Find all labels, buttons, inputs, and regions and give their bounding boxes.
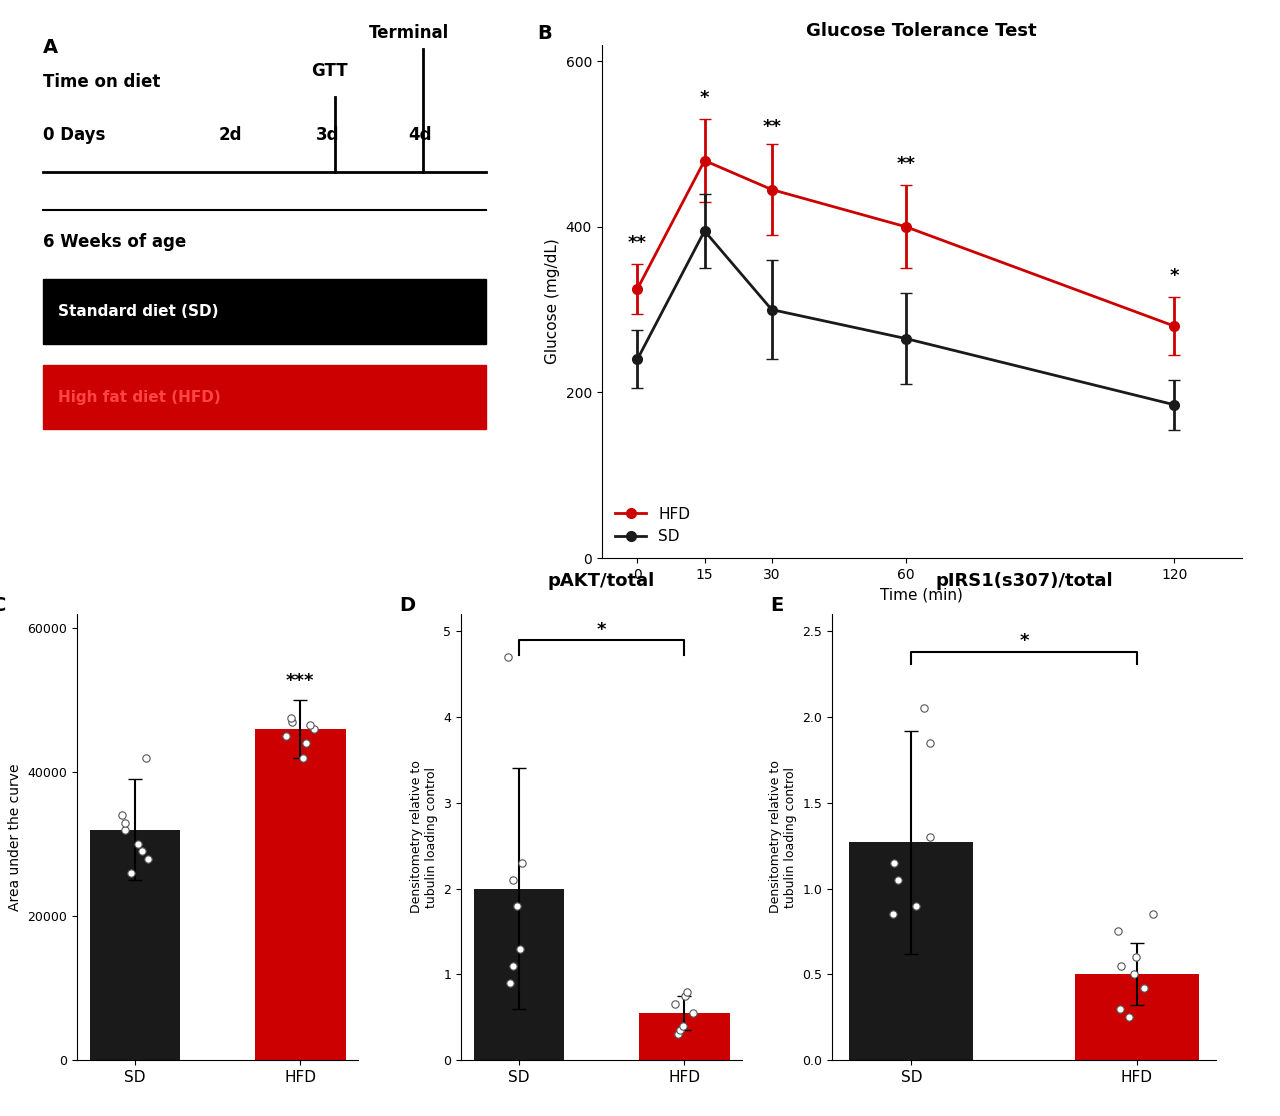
- Point: [280, 710, 301, 728]
- Legend: HFD, SD: HFD, SD: [609, 500, 696, 550]
- Bar: [639, 1013, 730, 1060]
- Point: [296, 734, 316, 752]
- Point: [128, 835, 148, 853]
- Point: [920, 733, 941, 751]
- Text: Time on diet: Time on diet: [44, 73, 160, 90]
- Point: [888, 870, 909, 888]
- Point: [1134, 979, 1155, 997]
- Point: [1111, 956, 1132, 974]
- Point: [883, 854, 904, 872]
- Point: [114, 821, 134, 839]
- X-axis label: Time (min): Time (min): [881, 587, 963, 603]
- Point: [1126, 949, 1147, 966]
- Text: E: E: [771, 596, 783, 615]
- Point: [512, 854, 532, 872]
- Point: [672, 1017, 692, 1035]
- Point: [669, 1021, 690, 1039]
- Y-axis label: Densitometry relative to
tubulin loading control: Densitometry relative to tubulin loading…: [769, 761, 796, 913]
- Point: [503, 956, 524, 974]
- Point: [905, 897, 925, 915]
- Point: [114, 814, 134, 831]
- Point: [1143, 905, 1164, 923]
- FancyBboxPatch shape: [44, 279, 486, 344]
- Title: Glucose Tolerance Test: Glucose Tolerance Test: [806, 22, 1037, 40]
- Point: [668, 1026, 689, 1043]
- Title: pIRS1(s307)/total: pIRS1(s307)/total: [936, 573, 1112, 590]
- Text: **: **: [896, 155, 915, 173]
- Y-axis label: Area under the curve: Area under the curve: [8, 763, 22, 911]
- Text: *: *: [596, 622, 607, 639]
- Point: [1107, 923, 1128, 941]
- Text: *: *: [1019, 633, 1029, 651]
- Bar: [255, 729, 346, 1060]
- Text: GTT: GTT: [311, 61, 347, 80]
- FancyBboxPatch shape: [44, 365, 486, 430]
- Bar: [850, 843, 973, 1060]
- Y-axis label: Densitometry relative to
tubulin loading control: Densitometry relative to tubulin loading…: [410, 761, 438, 913]
- Text: C: C: [0, 596, 6, 615]
- Point: [300, 716, 320, 734]
- Point: [666, 995, 686, 1013]
- Text: **: **: [628, 233, 646, 251]
- Point: [919, 828, 940, 846]
- Point: [677, 982, 698, 1000]
- Text: Terminal: Terminal: [369, 25, 449, 42]
- Title: pAKT/total: pAKT/total: [548, 573, 655, 590]
- Point: [122, 864, 142, 882]
- Point: [883, 905, 904, 923]
- Text: 3d: 3d: [316, 126, 339, 144]
- Point: [136, 749, 156, 767]
- Point: [275, 728, 296, 745]
- Text: D: D: [399, 596, 415, 615]
- Point: [282, 713, 302, 731]
- Text: *: *: [1170, 267, 1179, 285]
- Text: 4d: 4d: [408, 126, 431, 144]
- Point: [675, 987, 695, 1004]
- Y-axis label: Glucose (mg/dL): Glucose (mg/dL): [545, 239, 559, 364]
- Point: [499, 974, 520, 992]
- Point: [503, 870, 524, 888]
- Text: ***: ***: [285, 672, 315, 690]
- Point: [1119, 1009, 1139, 1027]
- Bar: [1075, 974, 1198, 1060]
- Text: B: B: [538, 25, 553, 44]
- Point: [1110, 1000, 1130, 1018]
- Bar: [90, 830, 180, 1060]
- Point: [498, 647, 518, 665]
- Point: [303, 720, 324, 738]
- Text: Standard diet (SD): Standard diet (SD): [58, 304, 219, 319]
- Point: [111, 807, 132, 825]
- Point: [914, 700, 934, 718]
- Text: 0 Days: 0 Days: [44, 126, 106, 144]
- Point: [293, 749, 314, 767]
- Point: [138, 849, 159, 867]
- Text: 2d: 2d: [219, 126, 242, 144]
- Point: [132, 843, 152, 860]
- Bar: [474, 888, 564, 1060]
- Text: 6 Weeks of age: 6 Weeks of age: [44, 233, 187, 251]
- Text: **: **: [762, 117, 781, 136]
- Point: [682, 1004, 703, 1022]
- Point: [1124, 965, 1144, 983]
- Text: High fat diet (HFD): High fat diet (HFD): [58, 389, 220, 405]
- Text: *: *: [700, 89, 709, 107]
- Point: [507, 897, 527, 915]
- Text: A: A: [44, 38, 59, 57]
- Point: [509, 940, 530, 958]
